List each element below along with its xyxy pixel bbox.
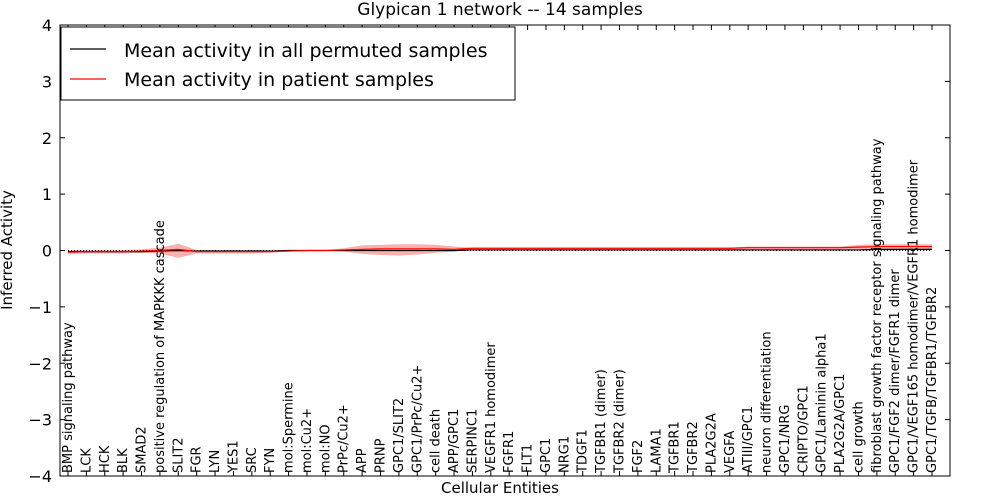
y-tick-label: 0: [42, 242, 52, 261]
legend: Mean activity in all permuted samples Me…: [60, 26, 516, 101]
x-tick-label: LYN: [208, 450, 223, 473]
x-tick-label: FGFR1: [502, 431, 517, 473]
x-tick-label: GPC1/PrPc/Cu2+: [410, 365, 425, 473]
y-tick-label: 3: [42, 72, 52, 91]
x-tick-label: LAMA1: [649, 428, 664, 473]
x-tick-label: TGFBR2: [686, 421, 701, 474]
x-tick-label: NRG1: [557, 436, 572, 473]
x-tick-label: TGFBR1: [668, 421, 683, 474]
x-tick-label: SMAD2: [135, 426, 150, 473]
x-tick-label: TGFBR2 (dimer): [612, 369, 627, 474]
x-tick-label: FLT1: [521, 444, 536, 473]
y-tick-label: 4: [42, 16, 52, 35]
x-tick-label: mol:Cu2+: [300, 408, 315, 473]
x-tick-label: ATIII/GPC1: [741, 406, 756, 473]
x-tick-label: APP/GPC1: [447, 409, 462, 473]
x-tick-label: FGF2: [631, 440, 646, 473]
x-tick-label: VEGFR1 homodimer: [484, 342, 499, 473]
x-tick-label: PRNP: [374, 438, 389, 473]
y-tick-label: −2: [28, 354, 52, 373]
x-tick-label: SRC: [245, 447, 260, 473]
x-tick-label: cell death: [429, 409, 444, 473]
x-axis-label: Cellular Entities: [441, 479, 559, 497]
x-tick-label: SERPINC1: [465, 409, 480, 473]
x-tick-label: GPC1/TGFB/TGFBR1/TGFBR2: [925, 287, 940, 473]
y-tick-label: −3: [28, 411, 52, 430]
chart-title: Glypican 1 network -- 14 samples: [357, 0, 643, 20]
x-tick-label: GPC1: [539, 438, 554, 473]
x-tick-label: APP: [355, 448, 370, 473]
x-tick-label: TDGF1: [576, 429, 591, 474]
y-tick-label: −1: [28, 298, 52, 317]
x-tick-label: CRIPTO/GPC1: [796, 385, 811, 473]
x-tick-label: PLA2G2A/GPC1: [833, 374, 848, 473]
x-tick-label: mol:NO: [318, 424, 333, 473]
y-tick-label: 2: [42, 129, 52, 148]
series-line-1: [67, 245, 932, 253]
y-tick-label: 1: [42, 185, 52, 204]
legend-label-patient: Mean activity in patient samples: [124, 69, 434, 91]
legend-box: [60, 26, 516, 101]
x-tick-label: SLIT2: [171, 437, 186, 473]
x-tick-label: BMP signaling pathway: [61, 322, 76, 473]
y-tick-label: −4: [28, 467, 52, 486]
x-axis: BMP signaling pathway LCK HCK BLK SMAD2 posit…: [61, 25, 940, 476]
x-tick-label: FYN: [263, 448, 278, 473]
x-tick-label: FGR: [190, 446, 205, 473]
x-tick-label: GPC1/NRG: [778, 405, 793, 473]
legend-label-permuted: Mean activity in all permuted samples: [124, 40, 487, 62]
x-tick-label: GPC1/Laminin alpha1: [815, 333, 830, 473]
y-axis-label: Inferred Activity: [0, 190, 16, 310]
x-tick-label: BLK: [116, 448, 131, 473]
x-tick-label: VEGFA: [723, 431, 738, 473]
x-tick-label: TGFBR1 (dimer): [594, 369, 609, 474]
x-tick-label: HCK: [98, 445, 113, 473]
x-tick-label: GPC1/VEGF165 homodimer/VEGFR1 homodimer: [907, 159, 922, 473]
x-tick-label: neuron differentiation: [760, 331, 775, 473]
y-axis: 4 3 2 1 0 −1 −2 −3 −4: [28, 16, 950, 486]
x-tick-label: GPC1/SLIT2: [392, 398, 407, 473]
x-tick-label: LCK: [79, 448, 94, 473]
series-lines: [67, 245, 932, 253]
x-tick-label: YES1: [226, 440, 241, 474]
x-tick-label: cell growth: [851, 401, 866, 473]
x-tick-label: GPC1/FGF2 dimer/FGFR1 dimer: [888, 269, 903, 473]
x-tick-label: fibroblast growth factor receptor signal…: [870, 138, 885, 473]
x-tick-label: PLA2G2A: [704, 413, 719, 473]
x-tick-label: positive regulation of MAPKKK cascade: [153, 220, 168, 473]
x-tick-label: mol:Spermine: [282, 382, 297, 473]
x-tick-label: PrPc/Cu2+: [337, 404, 352, 473]
